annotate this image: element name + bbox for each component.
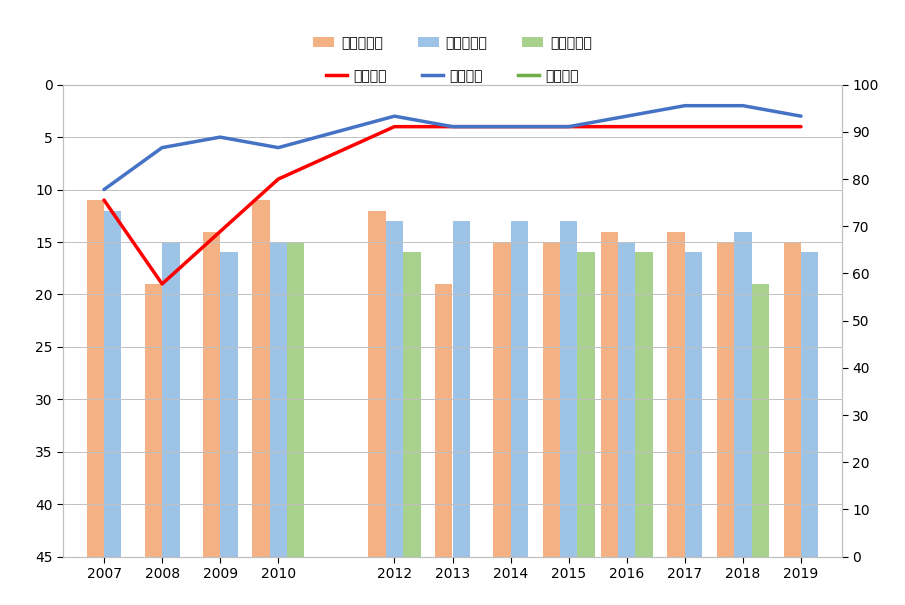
Bar — [162, 242, 179, 557]
Bar — [386, 221, 403, 557]
Bar — [452, 221, 470, 557]
Bar — [542, 242, 560, 557]
Bar — [493, 242, 510, 557]
Legend: 国語順位, 算数順位, 理科順位: 国語順位, 算数順位, 理科順位 — [320, 64, 585, 88]
Bar — [104, 211, 121, 557]
Bar — [270, 242, 287, 557]
Bar — [618, 242, 635, 557]
Bar — [435, 284, 452, 557]
Bar — [752, 284, 769, 557]
Bar — [717, 242, 734, 557]
Bar — [220, 252, 238, 557]
Bar — [145, 284, 162, 557]
Bar — [667, 232, 685, 557]
Bar — [577, 252, 595, 557]
Bar — [252, 200, 270, 557]
Bar — [510, 221, 528, 557]
Bar — [403, 252, 421, 557]
Bar — [87, 200, 104, 557]
Bar — [601, 232, 618, 557]
Bar — [784, 242, 801, 557]
Bar — [203, 232, 220, 557]
Bar — [635, 252, 653, 557]
Bar — [685, 252, 702, 557]
Bar — [734, 232, 752, 557]
Bar — [560, 221, 577, 557]
Bar — [801, 252, 818, 557]
Bar — [287, 242, 304, 557]
Bar — [368, 211, 386, 557]
